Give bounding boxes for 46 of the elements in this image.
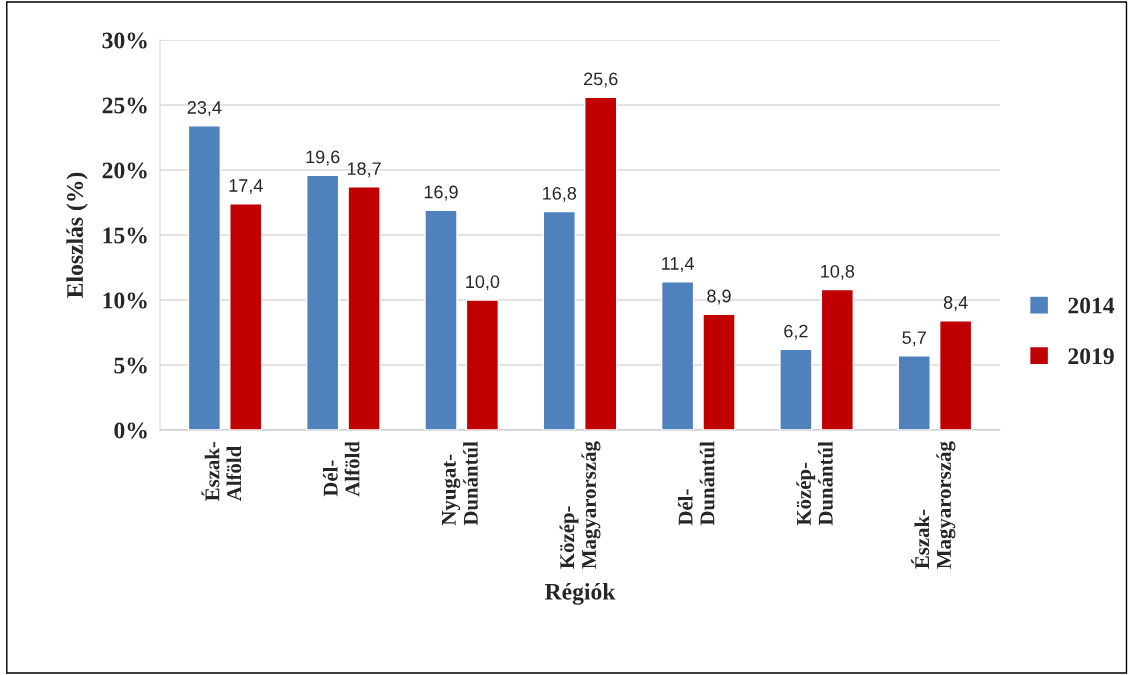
legend-label: 2019 <box>1068 348 1114 365</box>
data-label: 10,0 <box>466 275 500 291</box>
bar <box>938 320 973 430</box>
data-label: 11,4 <box>662 257 694 273</box>
y-tick-label: 15% <box>103 227 147 244</box>
bar <box>229 203 263 430</box>
x-tick-label: Nyugat- Dunántúl <box>442 441 478 526</box>
y-tick-label: 0% <box>114 422 147 439</box>
data-label: 16,9 <box>424 185 458 201</box>
x-tick-label: Közép- Dunántúl <box>796 441 833 526</box>
y-tick-label: 30% <box>102 32 147 49</box>
data-label: 23,4 <box>187 101 222 117</box>
y-tick-label: 5% <box>114 357 147 374</box>
bar <box>347 186 381 430</box>
x-tick-label: Észak- Magyarország <box>911 441 956 569</box>
bar <box>779 348 813 430</box>
bar <box>820 288 854 430</box>
x-tick-label: Észak- Alföld <box>201 441 242 502</box>
bar <box>660 281 695 430</box>
data-label: 16,8 <box>543 186 577 202</box>
x-axis-title: Régiók <box>544 583 616 605</box>
data-label: 18,7 <box>347 162 381 178</box>
bar <box>897 355 931 430</box>
data-label: 8,4 <box>943 296 968 312</box>
bar <box>584 96 618 430</box>
bar <box>702 313 736 430</box>
data-label: 8,9 <box>707 289 731 305</box>
data-label: 5,7 <box>902 331 926 347</box>
data-label: 6,2 <box>784 324 808 340</box>
data-label: 25,6 <box>584 72 618 88</box>
data-label: 10,8 <box>821 264 855 280</box>
bar <box>187 125 222 430</box>
bar <box>542 210 576 430</box>
bar <box>465 299 500 430</box>
y-tick-label: 20% <box>102 162 147 179</box>
data-label: 17,4 <box>229 179 263 195</box>
data-label: 19,6 <box>306 150 340 166</box>
x-tick-label: Közép- Magyarország <box>559 441 601 569</box>
y-tick-label: 25% <box>102 97 147 114</box>
x-tick-label: Dél- Dunántúl <box>677 441 715 526</box>
bar <box>306 174 340 430</box>
x-tick-label: Dél- Alföld <box>323 441 360 497</box>
y-tick-label: 10% <box>103 292 147 309</box>
y-axis-title: Eloszlás (%) <box>66 172 88 298</box>
legend-label: 2014 <box>1068 297 1115 314</box>
bar <box>424 209 458 430</box>
